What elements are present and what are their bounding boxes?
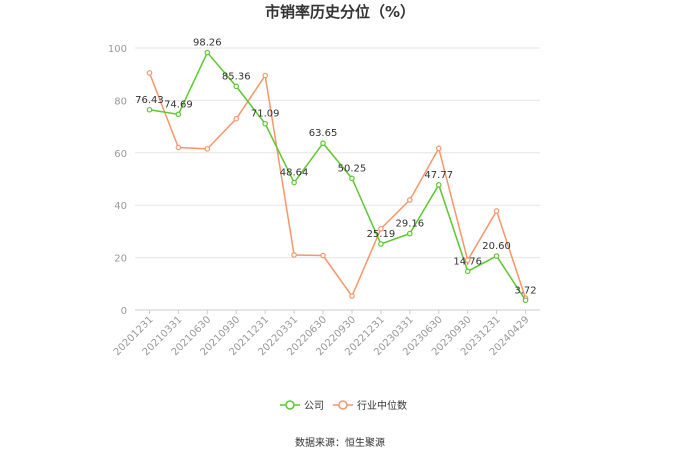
legend-label[interactable]: 公司 [304,401,324,412]
data-label: 29.16 [396,219,425,230]
data-label: 47.77 [424,170,453,181]
point-series-0 [291,179,297,186]
data-label: 25.19 [367,229,396,240]
point-series-0 [464,268,471,275]
point-series-0 [349,175,355,182]
point-series-0 [493,253,500,259]
point-series-1 [435,145,442,152]
series-layer [146,49,529,304]
point-series-1 [320,252,326,259]
point-series-1 [204,146,211,152]
data-label: 74.69 [164,99,193,110]
data-label: 71.09 [251,109,280,120]
point-series-0 [233,83,240,90]
y-tick-label: 40 [114,201,127,212]
x-axis: 2020123120210331202106302021093020211231… [112,309,540,358]
point-series-0 [146,106,153,113]
data-label: 3.72 [514,285,536,296]
point-series-0 [407,230,413,237]
point-series-0 [320,140,326,147]
legend-marker [338,400,348,410]
point-series-1 [291,252,297,258]
y-tick-label: 20 [114,254,127,265]
data-label: 48.64 [280,168,309,179]
data-label: 20.60 [482,241,511,252]
y-tick-label: 0 [121,306,127,317]
data-label: 50.25 [338,163,367,174]
grid [135,47,540,311]
point-series-1 [493,208,500,214]
point-series-0 [435,182,442,188]
point-series-1 [262,72,268,79]
y-tick-label: 60 [114,149,127,160]
data-label: 14.76 [453,256,482,267]
point-series-1 [464,257,471,264]
series-line-1 [148,72,527,299]
y-tick-label: 80 [114,96,127,107]
point-series-1 [175,144,182,151]
point-series-1 [233,115,240,122]
legend-label[interactable]: 行业中位数 [357,399,407,412]
point-series-0 [522,297,529,304]
data-label: 63.65 [309,128,338,139]
point-series-1 [378,225,384,232]
point-series-1 [407,197,413,203]
data-labels: 76.43 74.69 98.26 85.36 71.09 48.64 63.65 50.25… [135,38,537,297]
y-axis: 0 20 40 60 80 100 [108,44,127,317]
point-series-0 [262,120,268,127]
point-series-0 [175,111,182,118]
point-series-1 [349,293,355,299]
legend-marker [285,400,295,410]
data-label: 85.36 [222,71,251,82]
point-series-0 [378,241,384,247]
series-line-0 [149,51,527,301]
point-series-1 [146,70,153,76]
source-note: 数据来源：恒生聚源 [295,436,385,449]
chart-title: 市销率历史分位（%） [265,3,415,21]
point-series-0 [204,49,211,56]
y-tick-label: 100 [108,44,127,55]
data-label: 76.43 [135,95,164,106]
data-label: 98.26 [193,38,222,49]
legend[interactable]: 公司 行业中位数 [280,399,407,412]
